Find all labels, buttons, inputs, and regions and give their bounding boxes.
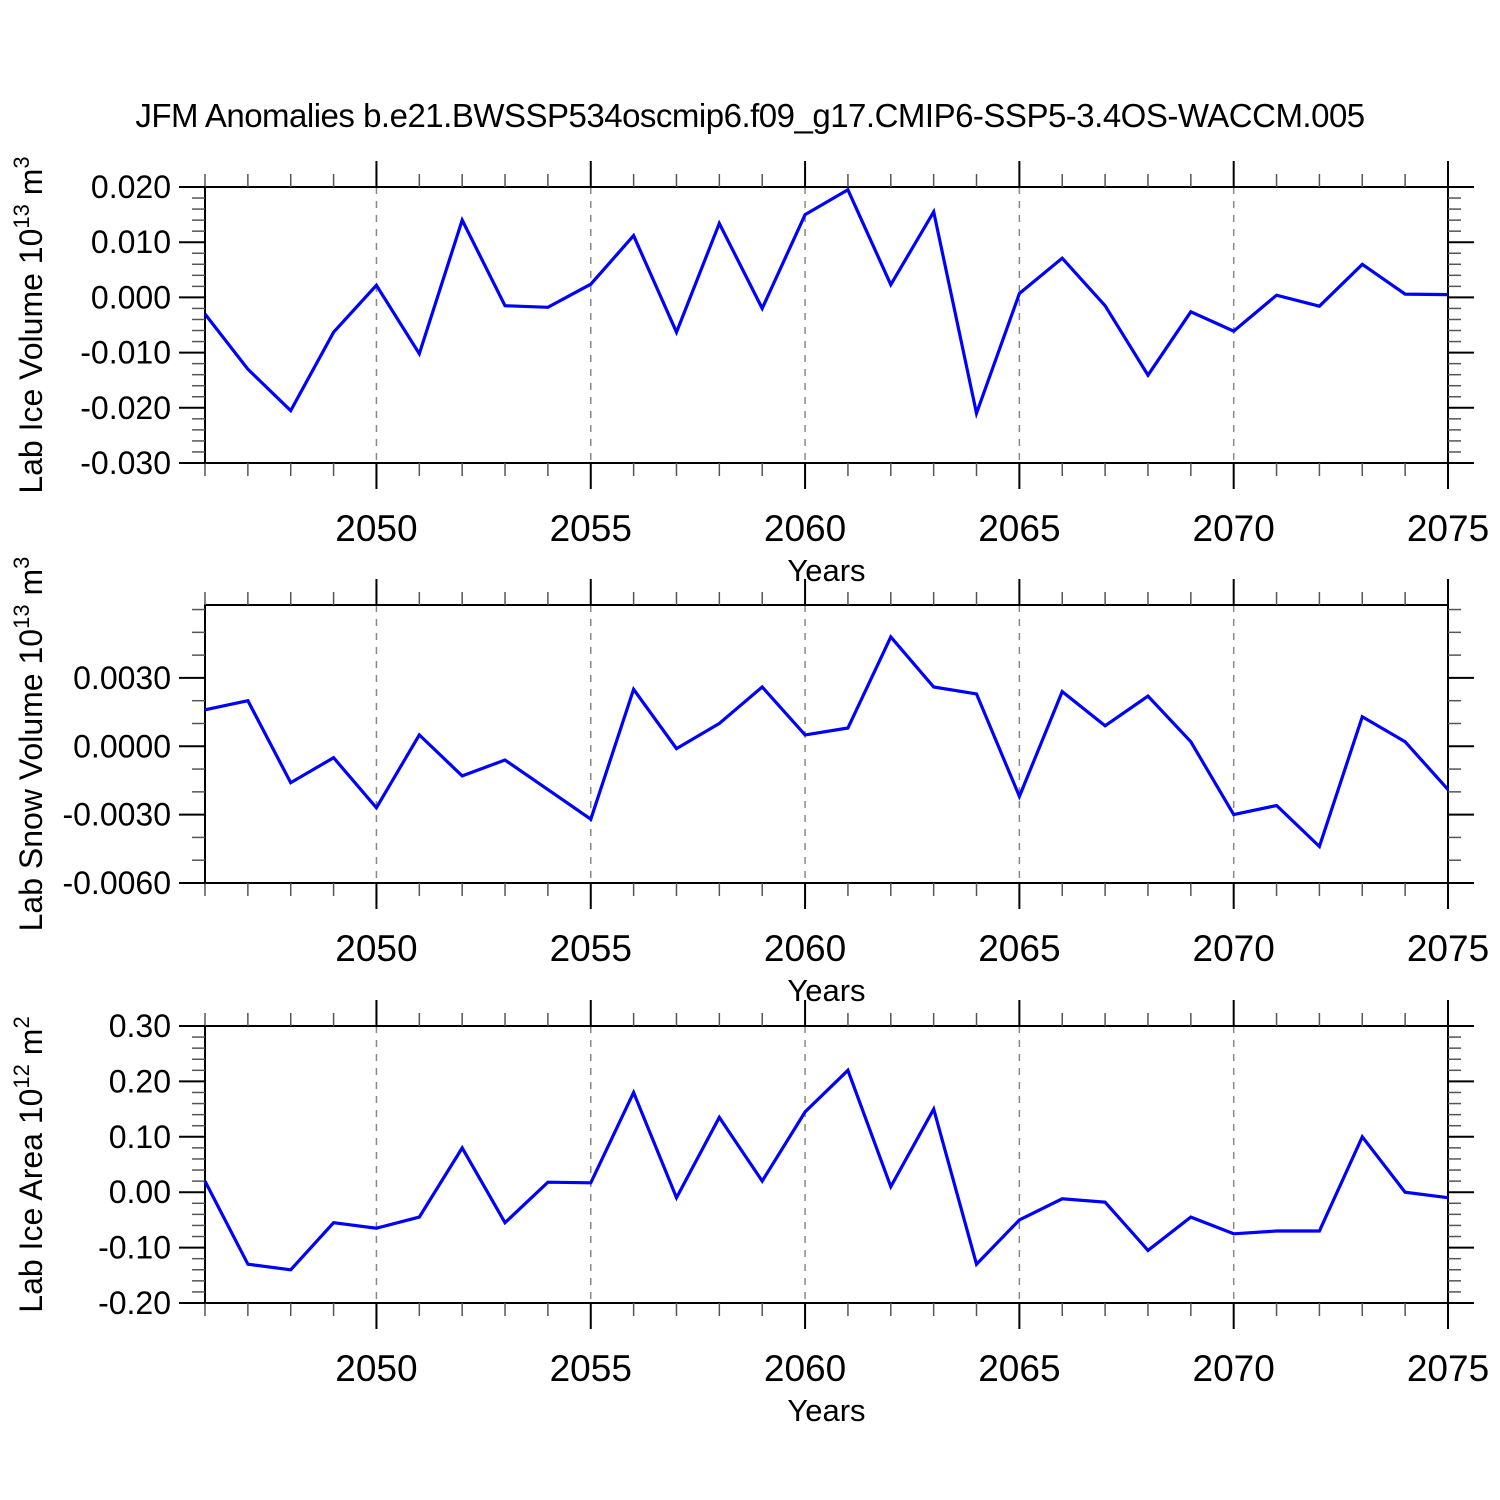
plot-frame	[204, 186, 1449, 464]
x-tick-label-2055: 2055	[550, 508, 632, 549]
x-tick-label-2050: 2050	[335, 508, 417, 549]
y-tick-label: -0.0060	[62, 865, 171, 901]
panel-lab-snow-volume: 0.0030 0.0000 -0.0030 -0.0060 2050 2055 2060 20…	[9, 557, 1489, 1008]
x-tick-label-2065: 2065	[978, 1348, 1060, 1389]
x-tick-label-2075: 2075	[1407, 1348, 1489, 1389]
y-tick-label: 0.0000	[73, 728, 171, 764]
x-tick-label-2075: 2075	[1407, 508, 1489, 549]
plot-frame	[204, 604, 1449, 884]
x-axis-title: Years	[787, 553, 865, 588]
x-tick-label-2060: 2060	[764, 508, 846, 549]
y-tick-label: 0.020	[91, 169, 171, 205]
series-line-lab-snow-volume	[204, 633, 1450, 850]
x-tick-label-2065: 2065	[978, 508, 1060, 549]
y-tick-label: -0.10	[98, 1230, 171, 1266]
plot-frame	[204, 1025, 1449, 1304]
x-tick-label-2065: 2065	[978, 928, 1060, 969]
panel-lab-ice-volume: 0.020 0.010 0.000 -0.010 -0.020 -0.030 2050 205…	[9, 156, 1489, 588]
y-axis-title: Lab Ice Area 1012​ m2​	[9, 1016, 49, 1312]
x-tick-label-2055: 2055	[550, 928, 632, 969]
x-tick-label-2070: 2070	[1193, 508, 1275, 549]
x-axis-title: Years	[787, 1393, 865, 1428]
y-tick-label: -0.010	[80, 335, 171, 371]
x-tick-label-2060: 2060	[764, 928, 846, 969]
y-tick-label: 0.000	[91, 279, 171, 315]
y-tick-label: -0.20	[98, 1285, 171, 1321]
y-tick-label: 0.10	[109, 1119, 171, 1155]
x-tick-label-2070: 2070	[1193, 1348, 1275, 1389]
series-line-lab-ice-volume	[203, 187, 1449, 420]
y-axis-title: Lab Snow Volume 1013​ m3​	[9, 557, 49, 932]
x-tick-label-2055: 2055	[550, 1348, 632, 1389]
panel-lab-ice-area: 0.30 0.20 0.10 0.00 -0.10 -0.20 2050 2055 2060 20…	[9, 1000, 1489, 1428]
series-line-lab-ice-area	[203, 1067, 1449, 1272]
x-tick-label-2050: 2050	[335, 928, 417, 969]
y-tick-label: 0.00	[109, 1174, 171, 1210]
chart-title: JFM Anomalies b.e21.BWSSP534oscmip6.f09_…	[135, 97, 1365, 134]
y-tick-label: -0.0030	[62, 797, 171, 833]
x-tick-label-2070: 2070	[1193, 928, 1275, 969]
x-tick-label-2060: 2060	[764, 1348, 846, 1389]
x-tick-label-2075: 2075	[1407, 928, 1489, 969]
y-tick-label: 0.20	[109, 1063, 171, 1099]
y-tick-label: 0.0030	[73, 660, 171, 696]
y-tick-label: -0.030	[80, 445, 171, 481]
x-axis-title: Years	[787, 973, 865, 1008]
y-tick-label: 0.30	[109, 1008, 171, 1044]
y-tick-label: -0.020	[80, 390, 171, 426]
x-tick-label-2050: 2050	[335, 1348, 417, 1389]
y-tick-label: 0.010	[91, 224, 171, 260]
y-axis-title: Lab Ice Volume 1013​ m3​	[9, 156, 49, 493]
